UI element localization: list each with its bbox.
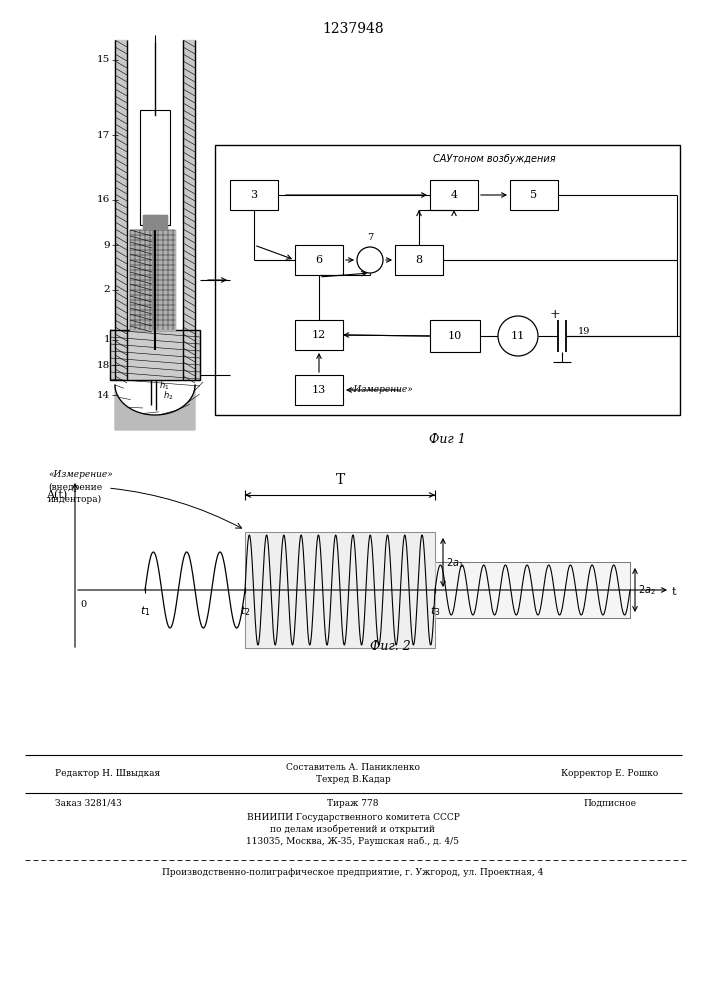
Text: $2a_1$: $2a_1$ — [446, 556, 464, 570]
Bar — [435, 562, 630, 618]
Bar — [510, 180, 558, 210]
Text: 5: 5 — [530, 190, 537, 200]
Text: 14: 14 — [97, 390, 110, 399]
Text: (внедрение: (внедрение — [48, 483, 102, 492]
Text: Фиг. 2: Фиг. 2 — [370, 640, 410, 653]
Bar — [430, 180, 478, 210]
Bar — [295, 375, 343, 405]
Text: 6: 6 — [315, 255, 322, 265]
Text: «Измерение»: «Измерение» — [348, 385, 413, 394]
Text: Составитель А. Паникленко: Составитель А. Паникленко — [286, 763, 420, 772]
Text: 8: 8 — [416, 255, 423, 265]
Text: $2a_2$: $2a_2$ — [638, 583, 655, 597]
Text: $h_1$: $h_1$ — [159, 379, 170, 391]
Text: индентора): индентора) — [48, 495, 102, 504]
Text: $h_2$: $h_2$ — [163, 389, 173, 401]
Bar — [130, 230, 152, 330]
Bar — [230, 180, 278, 210]
Text: A(t): A(t) — [46, 490, 67, 500]
Text: Тираж 778: Тираж 778 — [327, 799, 379, 808]
Text: по делам изобретений и открытий: по делам изобретений и открытий — [271, 825, 436, 834]
Bar — [153, 230, 175, 330]
Text: T: T — [335, 473, 344, 487]
Polygon shape — [183, 40, 195, 380]
Bar — [140, 110, 170, 225]
Text: Заказ 3281/43: Заказ 3281/43 — [55, 799, 122, 808]
Text: 9: 9 — [103, 240, 110, 249]
Bar — [245, 532, 435, 648]
Text: Редактор Н. Швыдкая: Редактор Н. Швыдкая — [55, 770, 160, 778]
Text: 10: 10 — [448, 331, 462, 341]
Text: Производственно-полиграфическое предприятие, г. Ужгород, ул. Проектная, 4: Производственно-полиграфическое предприя… — [163, 868, 544, 877]
Bar — [110, 330, 200, 380]
Text: 1237948: 1237948 — [322, 22, 384, 36]
Text: 11: 11 — [511, 331, 525, 341]
Text: 17: 17 — [97, 130, 110, 139]
Text: 113035, Москва, Ж-35, Раушская наб., д. 4/5: 113035, Москва, Ж-35, Раушская наб., д. … — [247, 837, 460, 846]
Bar — [143, 215, 167, 229]
Bar — [295, 245, 343, 275]
Text: «Измерение»: «Измерение» — [48, 470, 112, 479]
Text: Техред В.Кадар: Техред В.Кадар — [315, 775, 390, 784]
Bar — [395, 245, 443, 275]
Polygon shape — [143, 215, 167, 229]
Circle shape — [357, 247, 383, 273]
Text: 12: 12 — [312, 330, 326, 340]
Text: 3: 3 — [250, 190, 257, 200]
Text: 4: 4 — [450, 190, 457, 200]
Text: 13: 13 — [312, 385, 326, 395]
Text: 19: 19 — [578, 328, 590, 336]
Polygon shape — [110, 330, 200, 380]
Text: 1: 1 — [103, 336, 110, 344]
Polygon shape — [153, 230, 175, 330]
Text: $t_2$: $t_2$ — [240, 604, 250, 618]
Text: Подписное: Подписное — [583, 799, 636, 808]
Text: Корректор Е. Рошко: Корректор Е. Рошко — [561, 770, 659, 778]
Text: t: t — [672, 587, 677, 597]
Bar — [215, 145, 680, 415]
Text: 0: 0 — [80, 600, 86, 609]
Circle shape — [498, 316, 538, 356]
Text: Фиг 1: Фиг 1 — [428, 433, 465, 446]
Text: САУтоном возбуждения: САУтоном возбуждения — [433, 154, 555, 164]
Text: 15: 15 — [97, 55, 110, 64]
Bar — [430, 320, 480, 352]
Polygon shape — [115, 40, 127, 380]
Text: $t_1$: $t_1$ — [140, 604, 151, 618]
Text: 16: 16 — [97, 196, 110, 205]
Text: 2: 2 — [103, 286, 110, 294]
Text: +: + — [549, 308, 561, 320]
Bar — [295, 320, 343, 350]
Text: 7: 7 — [367, 232, 373, 241]
Polygon shape — [115, 385, 195, 430]
Text: $t_3$: $t_3$ — [430, 604, 440, 618]
Text: ВНИИПИ Государственного комитета СССР: ВНИИПИ Государственного комитета СССР — [247, 813, 460, 822]
Text: 18: 18 — [97, 360, 110, 369]
Polygon shape — [130, 230, 152, 330]
